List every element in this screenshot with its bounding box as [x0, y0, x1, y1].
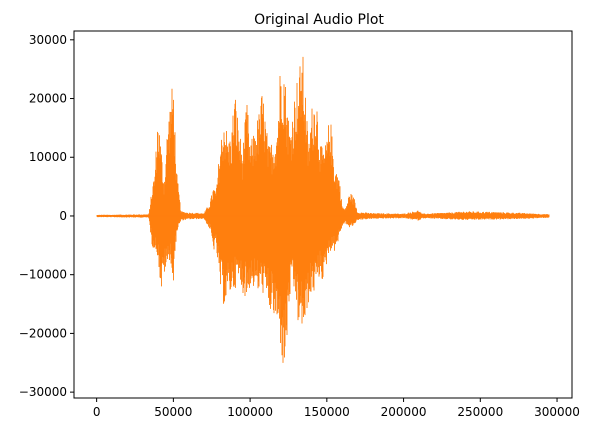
x-tick-label: 100000 — [227, 405, 273, 419]
x-tick-label: 250000 — [457, 405, 503, 419]
x-axis: 0 50000 100000 150000 200000 250000 300000 — [93, 398, 580, 419]
x-tick-label: 300000 — [534, 405, 580, 419]
y-tick-label: 10000 — [29, 150, 67, 164]
waveform-series — [96, 56, 550, 363]
y-tick-label: 0 — [59, 209, 67, 223]
y-tick-label: 30000 — [29, 33, 67, 47]
chart-title: Original Audio Plot — [254, 12, 384, 28]
plot-frame — [73, 30, 573, 399]
x-tick-label: 150000 — [304, 405, 350, 419]
x-tick-label: 0 — [93, 405, 101, 419]
x-tick-label: 50000 — [154, 405, 192, 419]
y-tick-label: −30000 — [19, 385, 67, 399]
y-axis: −30000 −20000 −10000 0 10000 20000 30000 — [19, 33, 74, 399]
plot-area — [96, 56, 550, 363]
y-tick-label: −20000 — [19, 326, 67, 340]
x-tick-label: 200000 — [381, 405, 427, 419]
y-tick-label: −10000 — [19, 268, 67, 282]
y-tick-label: 20000 — [29, 92, 67, 106]
